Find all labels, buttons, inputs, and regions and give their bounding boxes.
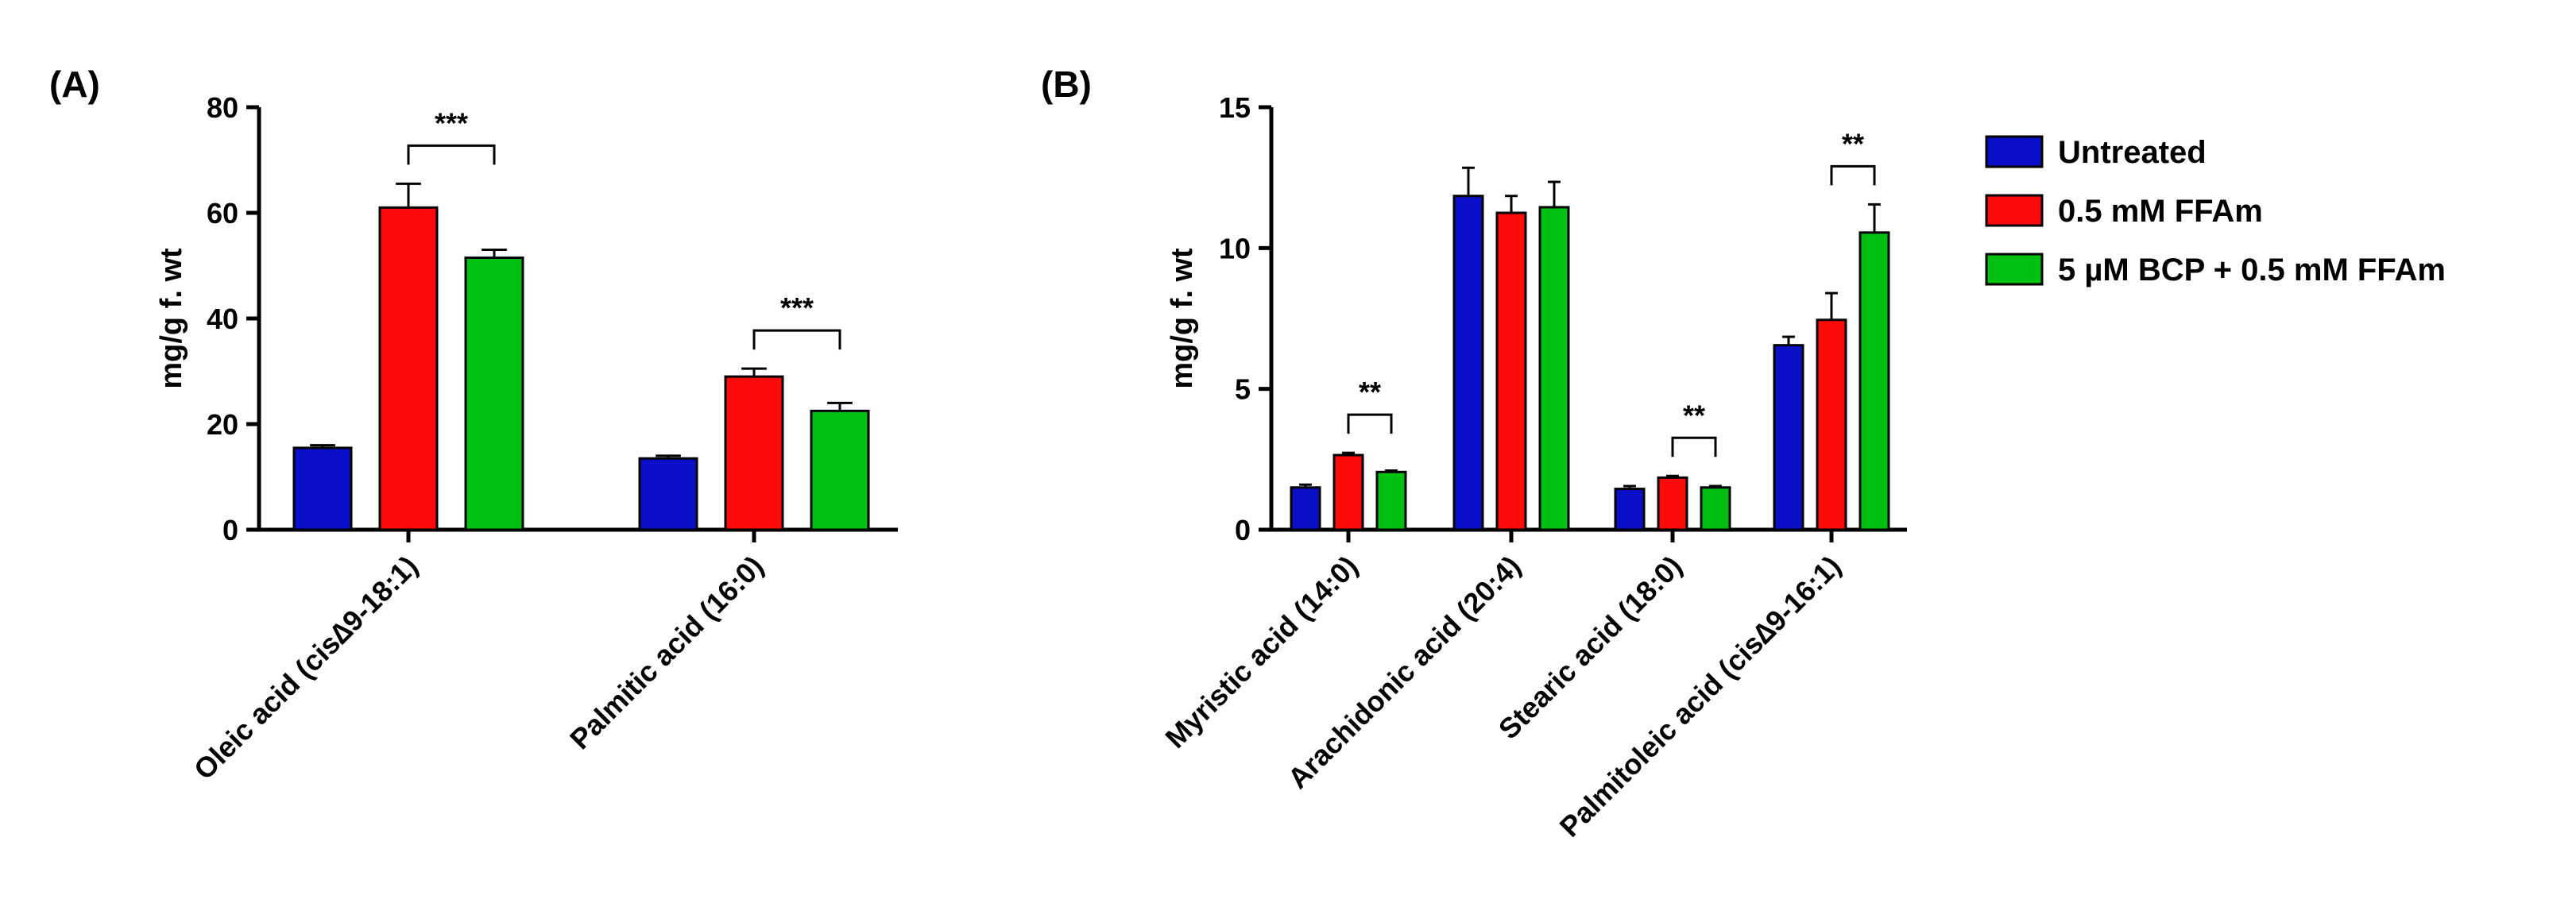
- bar: [724, 375, 784, 531]
- y-tick-label: 20: [207, 408, 238, 441]
- bar: [292, 446, 353, 531]
- y-tick-label: 60: [207, 197, 238, 230]
- significance-bracket: [752, 329, 841, 350]
- bar: [1452, 195, 1484, 531]
- panel-label: (B): [1041, 64, 1092, 105]
- significance-label: **: [1683, 399, 1705, 431]
- bar: [810, 409, 870, 531]
- y-tick-label: 40: [207, 303, 238, 335]
- y-axis-title: mg/g f. wt: [1166, 248, 1199, 389]
- significance-label: ***: [780, 291, 814, 324]
- y-tick-label: 0: [1235, 514, 1251, 546]
- bar: [464, 257, 524, 531]
- category-label: Oleic acid (cis∆9-18:1): [188, 550, 424, 786]
- bar: [1614, 488, 1646, 531]
- y-tick-label: 5: [1235, 373, 1251, 406]
- panel-label: (A): [49, 64, 100, 105]
- category-label: Palmitic acid (16:0): [563, 550, 770, 756]
- y-axis-title: mg/g f. wt: [155, 248, 188, 389]
- legend-swatch: [1985, 194, 2044, 227]
- bar: [638, 457, 698, 531]
- bar: [1859, 231, 1890, 531]
- bar: [1375, 470, 1407, 531]
- legend-label: Untreated: [2058, 135, 2207, 170]
- significance-label: **: [1842, 127, 1864, 160]
- bar: [1290, 486, 1321, 531]
- legend-swatch: [1985, 253, 2044, 286]
- legend-swatch: [1985, 135, 2044, 168]
- significance-bracket: [1830, 164, 1876, 186]
- legend-label: 0.5 mM FFAm: [2058, 194, 2263, 229]
- bar: [1700, 486, 1731, 531]
- bar: [1332, 453, 1364, 531]
- significance-label: ***: [435, 106, 468, 139]
- bar: [1816, 318, 1847, 531]
- bar: [1538, 206, 1570, 531]
- panel-a: (A) 0 20 40 60 80 mg/g f. wt Oleic acid (cis∆9-…: [49, 64, 898, 786]
- bar: [1495, 211, 1527, 531]
- legend: Untreated 0.5 mM FFAm 5 µM BCP + 0.5 mM FF…: [1985, 135, 2446, 287]
- legend-label: 5 µM BCP + 0.5 mM FFAm: [2058, 253, 2446, 287]
- y-tick-label: 10: [1219, 232, 1251, 264]
- bar: [378, 206, 439, 531]
- significance-bracket: [1347, 413, 1393, 434]
- significance-label: **: [1359, 376, 1381, 408]
- y-tick-label: 80: [207, 91, 238, 124]
- bar: [1773, 344, 1804, 531]
- bar: [1657, 476, 1688, 531]
- y-tick-label: 0: [222, 514, 238, 546]
- significance-bracket: [1671, 436, 1717, 457]
- y-tick-label: 15: [1219, 91, 1251, 124]
- significance-bracket: [407, 144, 496, 165]
- category-label: Palmitoleic acid (cis∆9-16:1): [1553, 550, 1847, 843]
